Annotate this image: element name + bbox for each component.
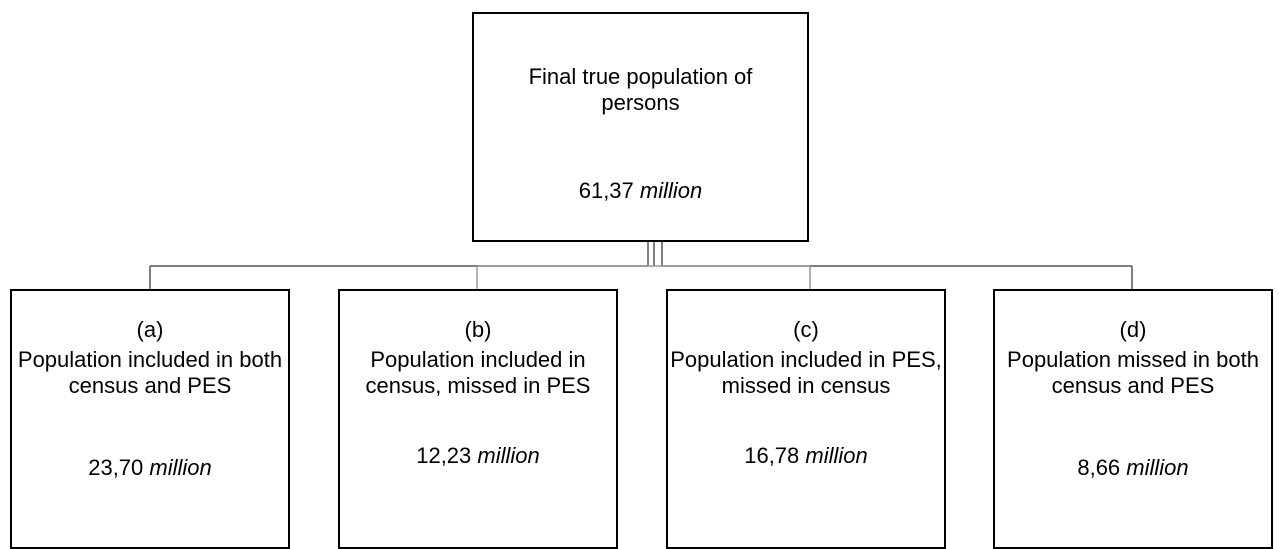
value: 12,23 — [416, 443, 472, 468]
node-tag: (d) — [1119, 317, 1147, 342]
root-node: Final true population of persons 61,37 m… — [472, 12, 809, 242]
node: (d) Population missed in both census and… — [993, 289, 1273, 549]
value: 23,70 — [88, 455, 144, 480]
node-value: 8,66 million — [1077, 455, 1188, 481]
connectors — [149, 241, 1133, 289]
node: (c) Population included in PES, missed i… — [666, 289, 946, 549]
unit: million — [805, 443, 868, 468]
value: 61,37 — [578, 178, 634, 203]
node-label: Population missed in both census and PES — [1007, 347, 1259, 398]
root-value: 61,37 million — [579, 178, 703, 204]
node-label: Population included in both census and P… — [17, 347, 283, 398]
root-label: Final true population of persons — [528, 64, 753, 115]
node-label: Population included in PES, missed in ce… — [670, 347, 942, 398]
node-value: 23,70 million — [88, 455, 212, 481]
node-label: Population included in census, missed in… — [365, 347, 591, 398]
node-value: 16,78 million — [744, 443, 868, 469]
node-tag: (c) — [793, 317, 819, 342]
node-tag: (b) — [464, 317, 492, 342]
node: (b) Population included in census, misse… — [338, 289, 618, 549]
node-tag: (a) — [136, 317, 164, 342]
value: 8,66 — [1077, 455, 1121, 480]
page: Final true population of persons 61,37 m… — [10, 12, 1273, 549]
unit: million — [149, 455, 212, 480]
connector-lines — [149, 241, 1133, 289]
node: (a) Population included in both census a… — [10, 289, 290, 549]
unit: million — [639, 178, 703, 203]
unit: million — [1126, 455, 1189, 480]
node-value: 12,23 million — [416, 443, 540, 469]
unit: million — [477, 443, 540, 468]
value: 16,78 — [744, 443, 800, 468]
